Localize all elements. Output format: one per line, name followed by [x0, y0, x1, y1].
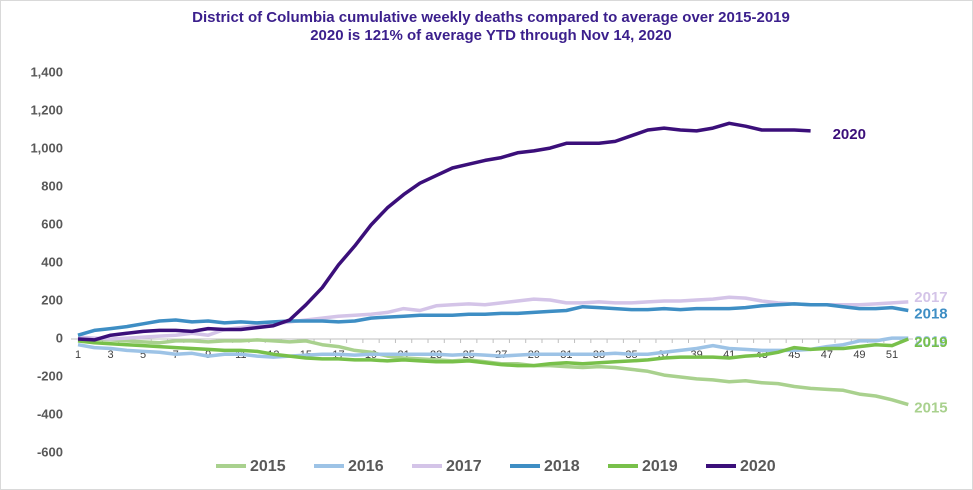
legend-label: 2016 — [348, 458, 384, 475]
y-tick-label: 1,400 — [30, 64, 63, 79]
series-line — [77, 335, 909, 407]
chart-subtitle: 2020 is 121% of average YTD through Nov … — [310, 27, 672, 44]
series-line — [77, 302, 909, 337]
y-tick-label: 400 — [41, 254, 63, 269]
end-label: 2015 — [914, 400, 947, 417]
y-tick-label: 600 — [41, 216, 63, 231]
legend-label: 2015 — [250, 458, 286, 475]
legend-label: 2020 — [740, 458, 776, 475]
legend-label: 2017 — [446, 458, 482, 475]
series-line — [77, 337, 909, 368]
y-tick-label: -200 — [37, 368, 63, 383]
series-line — [77, 121, 811, 342]
y-tick-label: 0 — [56, 330, 63, 345]
y-tick-label: 200 — [41, 292, 63, 307]
y-tick-label: 1,200 — [30, 102, 63, 117]
y-tick-label: 1,000 — [30, 140, 63, 155]
series-line — [77, 336, 909, 359]
x-tick-label: 1 — [75, 349, 81, 361]
y-tick-label: 800 — [41, 178, 63, 193]
end-label: 2016 — [914, 333, 947, 350]
end-label: 2020 — [833, 126, 866, 143]
y-tick-label: -400 — [37, 406, 63, 421]
x-tick-label: 49 — [853, 349, 865, 361]
end-label: 2018 — [914, 305, 947, 322]
end-label: 2017 — [914, 289, 947, 306]
y-tick-label: -600 — [37, 444, 63, 459]
series-line — [77, 295, 909, 341]
legend-label: 2018 — [544, 458, 580, 475]
x-tick-label: 5 — [140, 349, 146, 361]
x-tick-label: 47 — [821, 349, 833, 361]
end-label: 2019 — [914, 334, 947, 351]
x-tick-label: 3 — [107, 349, 113, 361]
x-tick-label: 51 — [886, 349, 898, 361]
chart-title: District of Columbia cumulative weekly d… — [192, 9, 790, 26]
titles: District of Columbia cumulative weekly d… — [121, 9, 861, 45]
legend-label: 2019 — [642, 458, 678, 475]
